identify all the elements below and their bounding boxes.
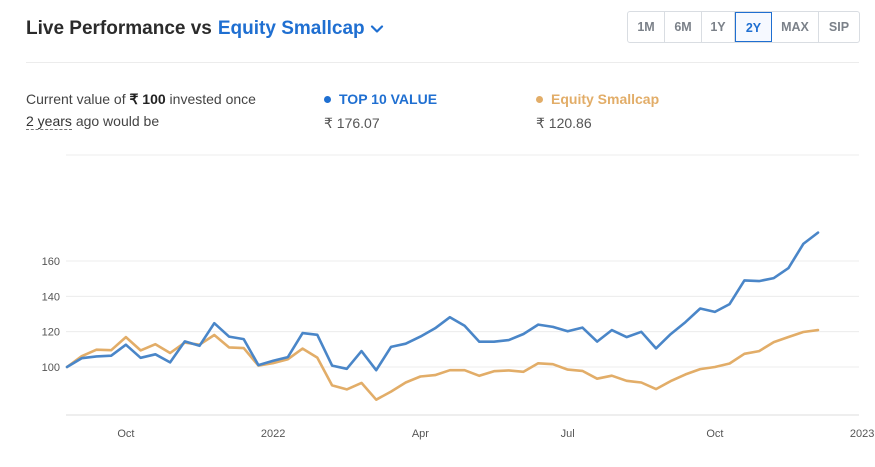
chart-header: Live Performance vs Equity Smallcap (26, 18, 384, 40)
time-range-selector: 1M 6M 1Y 2Y MAX SIP (627, 11, 860, 43)
x-axis: Oct2022AprJulOct2023AprJul (117, 428, 874, 440)
grid (66, 154, 859, 416)
series-line-top-10-value (65, 231, 820, 372)
x-tick-label: Jul (561, 428, 575, 440)
y-tick-label: 160 (42, 256, 60, 268)
summary-prefix: Current value of (26, 91, 126, 107)
range-sip-button[interactable]: SIP (828, 20, 850, 34)
invested-amount: ₹ 100 (129, 91, 166, 107)
legend-value: ₹ 176.07 (324, 115, 380, 131)
range-max-button[interactable]: MAX (772, 12, 819, 42)
benchmark-selector[interactable]: Equity Smallcap (218, 18, 384, 40)
legend-label: TOP 10 VALUE (339, 91, 438, 107)
series-line-equity-smallcap (65, 328, 820, 401)
legend-dot-icon (536, 95, 543, 103)
summary-line2: ago would be (75, 113, 160, 129)
x-tick-label: 2022 (261, 428, 285, 440)
range-6m-button[interactable]: 6M (665, 12, 702, 42)
x-tick-label: Oct (706, 428, 723, 440)
y-tick-label: 140 (42, 291, 60, 303)
x-tick-label: Apr (412, 428, 429, 440)
header-divider (26, 62, 859, 63)
legend-value: ₹ 120.86 (536, 115, 592, 131)
y-axis: 100 120 140 160 (42, 256, 60, 374)
y-tick-label: 100 (42, 362, 60, 374)
years-link[interactable]: 2 years (26, 113, 72, 130)
summary-text: Current value of ₹ 100 invested once 2 y… (26, 88, 256, 132)
legend-equity-smallcap: Equity Smallcap ₹ 120.86 (536, 88, 659, 134)
x-tick-label: Oct (117, 428, 134, 440)
legend-dot-icon (324, 95, 331, 103)
series-lines (65, 231, 820, 401)
legend-top10-value: TOP 10 VALUE ₹ 176.07 (324, 88, 437, 134)
y-tick-label: 120 (42, 327, 60, 339)
page-title: Live Performance vs (26, 18, 212, 39)
x-tick-label: 2023 (850, 428, 874, 440)
range-1m-button[interactable]: 1M (628, 12, 665, 42)
range-1y-button[interactable]: 1Y (702, 12, 735, 42)
benchmark-label: Equity Smallcap (217, 18, 365, 39)
legend-label: Equity Smallcap (551, 91, 660, 107)
summary-suffix: invested once (169, 91, 256, 107)
chevron-down-icon (370, 25, 383, 33)
range-2y-button[interactable]: 2Y (735, 12, 772, 42)
